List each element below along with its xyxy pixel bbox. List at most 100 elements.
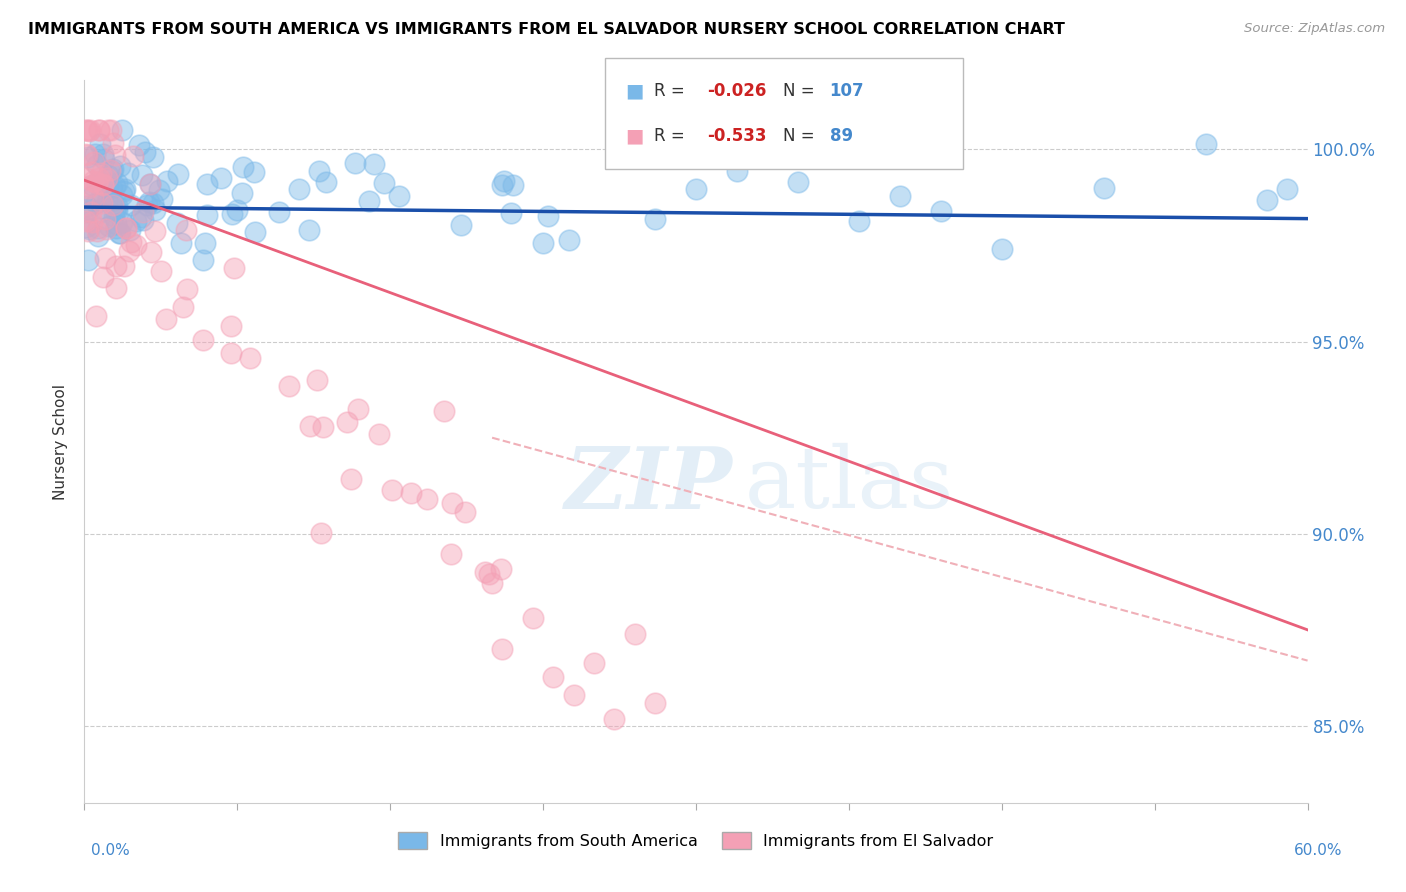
Point (176, 282, 198, 296)
Point (96, 171, 118, 186)
Point (373, 177, 395, 191)
Point (75, 171, 97, 186)
Point (298, 223, 321, 237)
Point (75, 123, 97, 137)
Point (138, 194, 160, 209)
Point (104, 218, 127, 232)
Point (239, 351, 262, 365)
Point (308, 164, 330, 178)
Point (100, 164, 122, 178)
Point (191, 333, 214, 347)
Point (139, 177, 162, 191)
Point (111, 215, 134, 229)
Point (111, 123, 134, 137)
Point (339, 472, 361, 486)
Point (115, 221, 138, 235)
Point (889, 189, 911, 203)
Point (83, 147, 105, 161)
Point (132, 212, 155, 227)
Point (543, 670, 565, 684)
Point (232, 160, 254, 174)
Text: 60.0%: 60.0% (1295, 843, 1343, 858)
Point (97, 219, 120, 233)
Point (209, 171, 232, 186)
Point (172, 300, 194, 314)
Text: -0.533: -0.533 (707, 128, 766, 145)
Point (120, 198, 142, 212)
Point (86, 221, 108, 235)
Point (226, 202, 249, 217)
Point (502, 178, 524, 192)
Point (134, 145, 156, 160)
Point (80, 188, 103, 202)
Point (169, 235, 191, 250)
Point (148, 183, 170, 197)
Point (98, 163, 121, 178)
Point (104, 147, 127, 161)
Point (91, 147, 114, 161)
Point (84, 310, 107, 324)
Point (242, 164, 264, 178)
Point (174, 223, 197, 237)
Point (167, 168, 190, 182)
Point (108, 159, 131, 173)
Point (76, 252, 98, 267)
Point (1277, 182, 1299, 196)
Text: N =: N = (783, 128, 820, 145)
Point (195, 177, 218, 191)
Point (312, 420, 335, 434)
Text: IMMIGRANTS FROM SOUTH AMERICA VS IMMIGRANTS FROM EL SALVADOR NURSERY SCHOOL CORR: IMMIGRANTS FROM SOUTH AMERICA VS IMMIGRA… (28, 22, 1064, 37)
Point (195, 208, 218, 222)
Point (87, 123, 110, 137)
Point (76, 199, 98, 213)
Point (231, 186, 253, 201)
Point (433, 403, 456, 417)
Text: R =: R = (654, 82, 690, 100)
Point (685, 182, 707, 196)
Point (79, 123, 101, 137)
Point (76, 224, 98, 238)
Point (357, 194, 380, 208)
Point (219, 346, 242, 360)
Point (499, 206, 522, 220)
Point (86, 224, 108, 238)
Point (91, 270, 114, 285)
Point (104, 204, 127, 219)
Point (112, 184, 135, 198)
Point (100, 123, 122, 137)
Point (75, 214, 97, 228)
Point (100, 194, 122, 209)
Text: ■: ■ (626, 127, 644, 145)
Point (107, 176, 129, 190)
Point (101, 181, 124, 195)
Point (89, 137, 111, 152)
Point (453, 505, 475, 519)
Point (156, 174, 179, 188)
Point (531, 235, 554, 250)
Point (93, 252, 115, 266)
Point (89, 170, 111, 185)
Point (219, 319, 242, 334)
Point (77, 150, 100, 164)
Point (492, 174, 515, 188)
Point (299, 418, 322, 433)
Point (120, 235, 142, 250)
Point (97, 169, 120, 183)
Point (89, 123, 111, 137)
Point (104, 259, 127, 273)
Point (91, 195, 114, 210)
Point (76, 123, 98, 137)
Point (80, 164, 103, 178)
Point (82, 214, 104, 228)
Text: Source: ZipAtlas.com: Source: ZipAtlas.com (1244, 22, 1385, 36)
Point (307, 373, 329, 387)
Point (108, 226, 131, 240)
Point (75, 205, 97, 219)
Point (1195, 136, 1218, 151)
Point (79, 222, 101, 236)
Point (91, 201, 114, 215)
Point (122, 149, 145, 163)
Point (93, 178, 115, 192)
Point (142, 195, 165, 210)
Point (725, 164, 748, 178)
